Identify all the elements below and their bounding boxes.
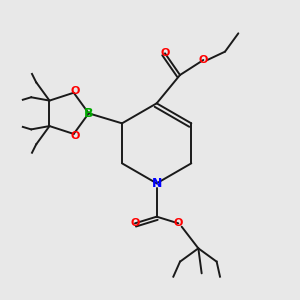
Text: O: O	[71, 130, 80, 141]
Text: O: O	[130, 218, 140, 228]
Text: O: O	[160, 48, 170, 58]
Text: B: B	[84, 107, 93, 120]
Text: O: O	[174, 218, 183, 228]
Text: O: O	[71, 86, 80, 96]
Text: O: O	[199, 55, 208, 65]
Text: N: N	[152, 177, 162, 190]
